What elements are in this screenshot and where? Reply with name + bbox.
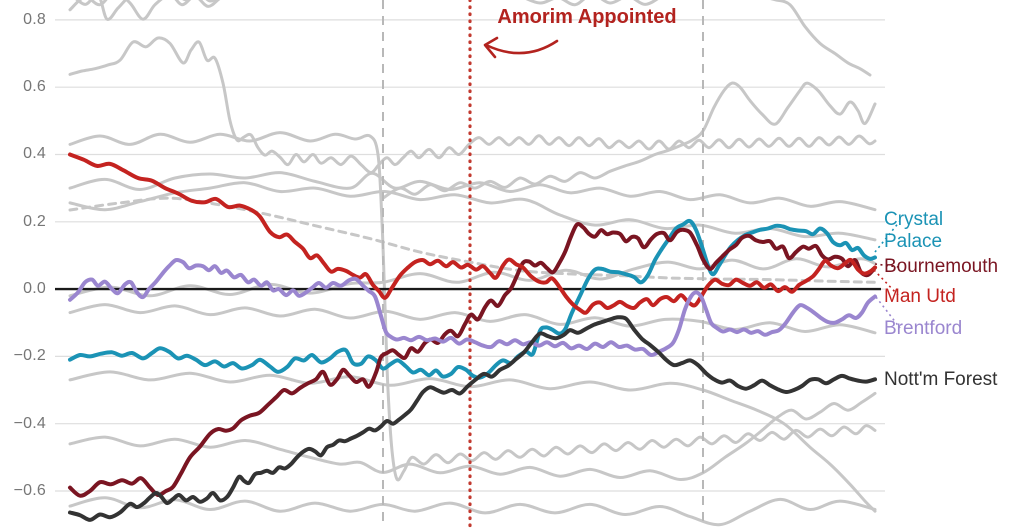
series-bg-top-right-faller: [525, 0, 872, 77]
series-crystal-palace-line: [68, 218, 877, 380]
series-bg-mid-riser: [381, 81, 877, 200]
team-label-brentford: Brentford: [884, 318, 963, 339]
series-bg-top-1: [68, 0, 221, 21]
leader-brentford: [875, 296, 901, 329]
team-label-bournemouth: Bournemouth: [884, 256, 999, 277]
leader-bournemouth: [874, 263, 899, 268]
series-nottm-forest-line: [68, 315, 877, 522]
annotation-arrow: [484, 39, 559, 55]
y-tick-label-0.0: 0.0: [23, 280, 46, 298]
y-tick-label-−0.2: −0.2: [13, 347, 46, 365]
series-bg-below-zero: [68, 303, 877, 335]
leader-man-utd: [873, 269, 899, 296]
y-tick-label-0.6: 0.6: [23, 78, 46, 96]
series-bg-bottom-riser: [68, 391, 877, 482]
y-tick-label-0.4: 0.4: [23, 145, 46, 163]
series-bg-band-neg03-drop: [68, 370, 877, 513]
series-bournemouth-line: [68, 222, 877, 498]
annotation-arrowhead-icon: [483, 36, 499, 59]
series-bg-top-2: [75, 0, 217, 22]
series-bg-band-025: [68, 181, 877, 242]
series-brentford-line: [68, 257, 877, 358]
y-tick-label-−0.6: −0.6: [13, 481, 46, 499]
y-tick-label-−0.4: −0.4: [13, 414, 46, 432]
y-tick-label-0.2: 0.2: [23, 212, 46, 230]
highlighted-team-lines: [68, 152, 877, 522]
series-bg-band-03: [68, 171, 877, 212]
series-man-utd-line: [68, 152, 877, 315]
team-label-nottm-forest: Nott'm Forest: [884, 369, 998, 390]
series-bg-bottom-flat: [68, 496, 877, 527]
annotation-amorim-appointed: Amorim Appointed: [497, 6, 677, 28]
team-label-crystal-palace: Crystal Palace: [884, 209, 944, 252]
leader-crystal-palace: [874, 220, 901, 253]
background-team-lines: [68, 0, 877, 527]
series-bg-near-zero: [68, 257, 877, 298]
team-label-man-utd: Man Utd: [884, 286, 956, 307]
series-bg-big-faller: [68, 36, 877, 175]
y-tick-label-0.8: 0.8: [23, 10, 46, 28]
series-bg-crasher: [68, 131, 877, 482]
